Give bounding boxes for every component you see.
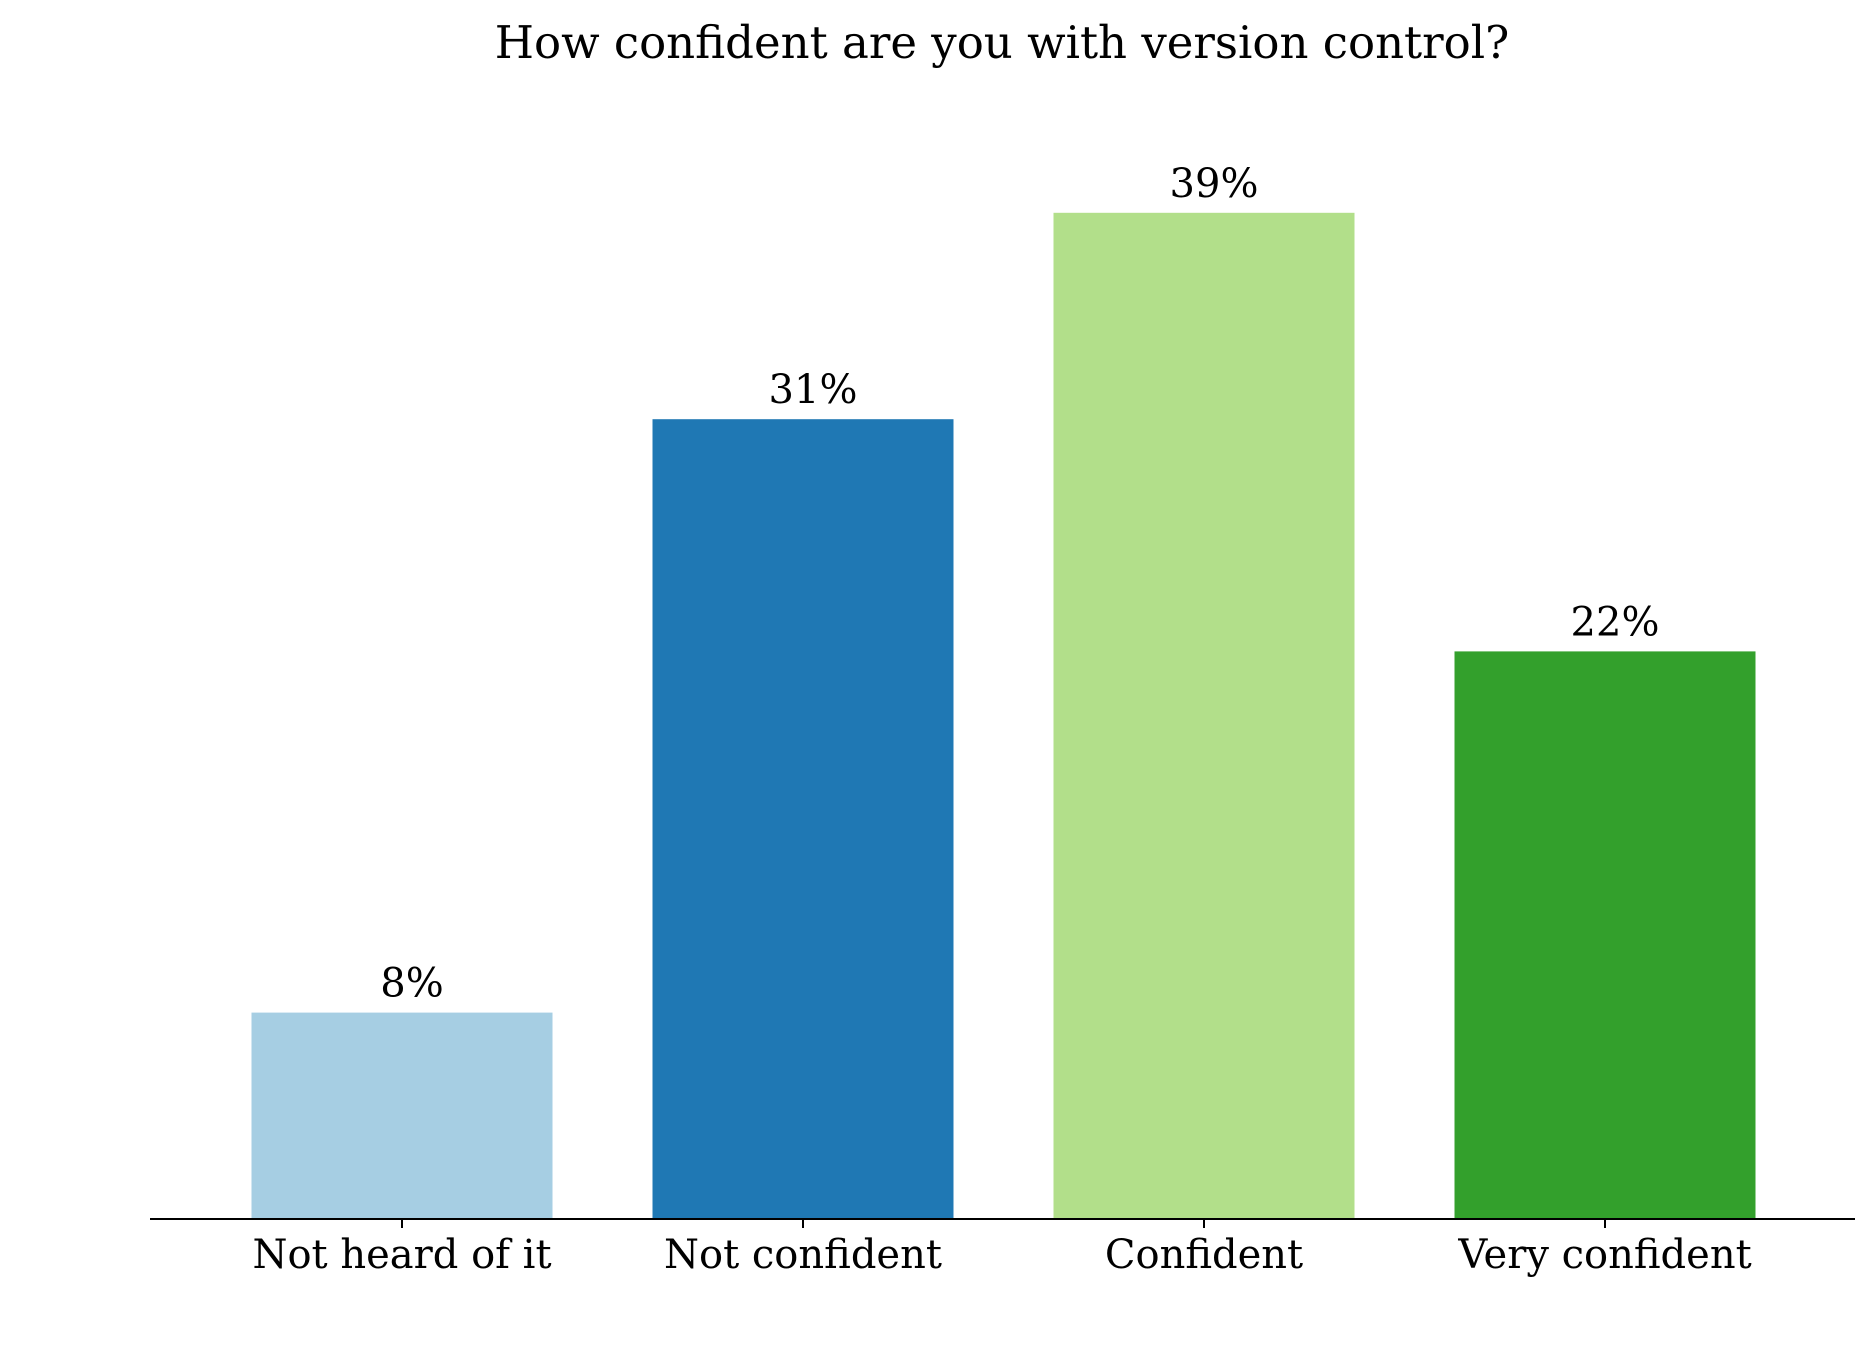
value-label-not-confident: 31% xyxy=(769,367,858,413)
x-ticks-layer xyxy=(401,1219,1606,1228)
x-tick-label-not-heard-of-it: Not heard of it xyxy=(252,1232,551,1278)
value-label-confident: 39% xyxy=(1170,161,1259,207)
bar-not-heard-of-it xyxy=(251,1012,553,1219)
value-label-very-confident: 22% xyxy=(1571,599,1660,645)
x-tick-label-very-confident: Very confident xyxy=(1457,1232,1751,1278)
x-tick-label-not-confident: Not confident xyxy=(664,1232,942,1278)
x-tick-label-confident: Confident xyxy=(1105,1232,1303,1278)
bar-very-confident xyxy=(1454,651,1756,1219)
bar-confident xyxy=(1053,212,1355,1220)
value-label-not-heard-of-it: 8% xyxy=(380,961,443,1007)
x-tick-labels-layer: Not heard of it Not confident Confident Ver… xyxy=(252,1232,1751,1278)
chart-title: How confident are you with version contr… xyxy=(495,16,1510,69)
bar-not-confident xyxy=(652,419,954,1219)
bars-layer xyxy=(251,212,1756,1220)
value-labels-layer: 8% 31% 39% 22% xyxy=(380,161,1659,1007)
